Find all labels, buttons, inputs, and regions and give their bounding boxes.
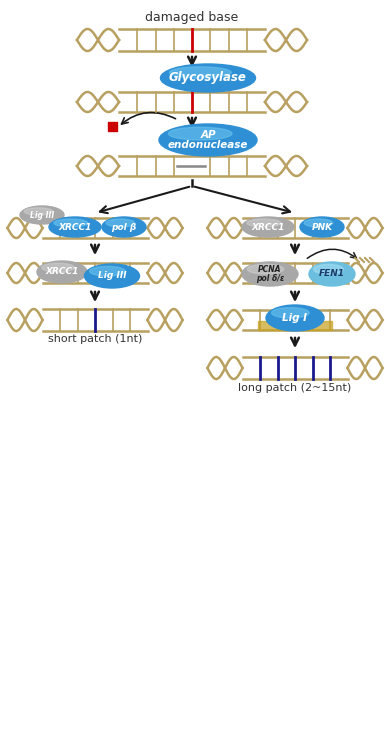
Ellipse shape (309, 262, 355, 286)
Text: short patch (1nt): short patch (1nt) (48, 334, 142, 344)
Text: Glycosylase: Glycosylase (169, 72, 247, 84)
Text: pol β: pol β (111, 222, 137, 232)
Text: PNK: PNK (311, 222, 333, 232)
Ellipse shape (159, 124, 257, 156)
Ellipse shape (102, 217, 146, 237)
Ellipse shape (266, 305, 324, 331)
Text: PCNA
pol δ/ε: PCNA pol δ/ε (256, 265, 284, 283)
Ellipse shape (49, 217, 101, 237)
Ellipse shape (247, 219, 281, 227)
Ellipse shape (247, 264, 284, 274)
Text: Lig III: Lig III (30, 210, 54, 219)
Ellipse shape (300, 217, 344, 237)
Bar (108, 122, 117, 131)
Text: long patch (2~15nt): long patch (2~15nt) (238, 383, 352, 393)
Ellipse shape (84, 264, 139, 288)
Ellipse shape (304, 219, 333, 227)
Text: Lig I: Lig I (283, 313, 308, 323)
Ellipse shape (168, 127, 232, 140)
Bar (258, 321, 332, 330)
Ellipse shape (242, 262, 298, 286)
Ellipse shape (54, 219, 88, 227)
Ellipse shape (271, 308, 309, 318)
Ellipse shape (242, 217, 294, 237)
Ellipse shape (106, 219, 135, 227)
Ellipse shape (90, 266, 126, 276)
Ellipse shape (169, 67, 231, 78)
Text: XRCC1: XRCC1 (45, 267, 79, 277)
Ellipse shape (42, 263, 74, 272)
Ellipse shape (161, 64, 256, 92)
Ellipse shape (313, 264, 343, 274)
Ellipse shape (24, 208, 53, 215)
Ellipse shape (37, 261, 87, 283)
Text: XRCC1: XRCC1 (251, 222, 285, 232)
Text: Lig III: Lig III (98, 272, 126, 280)
Ellipse shape (20, 206, 64, 224)
Text: FEN1: FEN1 (319, 269, 345, 278)
Text: XRCC1: XRCC1 (58, 222, 92, 232)
Text: damaged base: damaged base (146, 12, 239, 24)
Text: AP
endonuclease: AP endonuclease (168, 130, 248, 151)
